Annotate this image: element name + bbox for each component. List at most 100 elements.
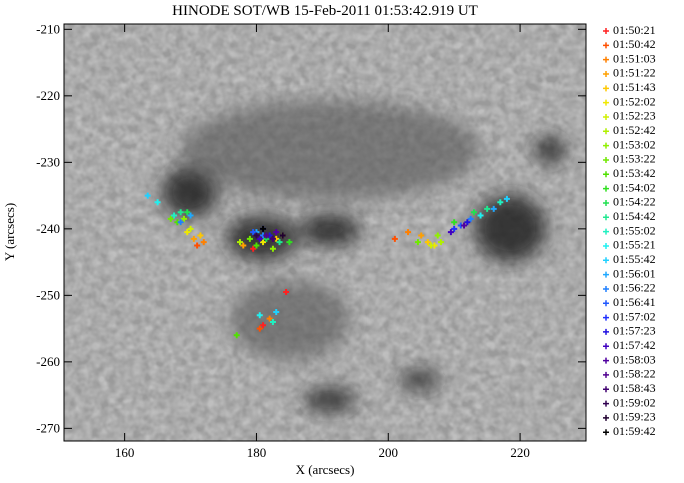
- legend-marker: [603, 357, 609, 364]
- legend-marker: [603, 42, 609, 49]
- legend-label: 01:50:42: [613, 37, 656, 51]
- x-tick-label: 200: [379, 445, 399, 460]
- point: [286, 239, 293, 246]
- legend-label: 01:53:42: [613, 166, 656, 180]
- point: [194, 242, 201, 249]
- y-tick-label: -220: [36, 88, 60, 103]
- point: [391, 235, 398, 242]
- legend-marker: [603, 328, 609, 335]
- point: [177, 219, 184, 226]
- point: [484, 205, 491, 212]
- legend-label: 01:51:22: [613, 66, 656, 80]
- legend-label: 01:53:22: [613, 152, 656, 166]
- legend-marker: [603, 70, 609, 77]
- legend-marker: [603, 85, 609, 92]
- point: [250, 229, 257, 236]
- legend-marker: [603, 314, 609, 321]
- legend-marker: [603, 113, 609, 120]
- legend-marker: [603, 56, 609, 63]
- point: [260, 322, 267, 329]
- point: [461, 222, 468, 229]
- legend-label: 01:55:21: [613, 238, 656, 252]
- point: [177, 209, 184, 216]
- point: [187, 225, 194, 232]
- legend-marker: [603, 199, 609, 206]
- legend-marker: [603, 429, 609, 436]
- legend-marker: [603, 257, 609, 264]
- point: [269, 245, 276, 252]
- legend-label: 01:59:02: [613, 395, 656, 409]
- point: [190, 235, 197, 242]
- point: [236, 239, 243, 246]
- point: [438, 239, 444, 246]
- legend-marker: [603, 214, 609, 221]
- point: [503, 195, 510, 202]
- legend-marker: [603, 242, 609, 249]
- legend-label: 01:58:03: [613, 352, 656, 366]
- solar-image: [64, 24, 586, 441]
- point: [279, 232, 286, 239]
- legend-marker: [603, 300, 609, 307]
- point: [200, 239, 207, 246]
- y-tick-label: -270: [36, 420, 60, 435]
- legend-marker: [603, 414, 609, 421]
- legend-label: 01:59:42: [613, 424, 656, 438]
- legend-marker: [603, 285, 609, 292]
- legend-label: 01:51:03: [613, 51, 656, 65]
- y-axis-label: Y (arcsecs): [2, 203, 17, 261]
- point: [171, 212, 178, 219]
- point: [167, 215, 174, 222]
- legend-marker: [603, 271, 609, 278]
- point: [184, 229, 191, 236]
- legend-label: 01:54:02: [613, 180, 656, 194]
- legend-marker: [603, 99, 609, 106]
- point: [405, 229, 412, 236]
- point: [477, 212, 484, 219]
- point: [266, 315, 273, 322]
- legend-marker: [603, 156, 609, 163]
- point: [273, 229, 280, 236]
- legend-marker: [603, 185, 609, 192]
- y-tick-label: -250: [36, 287, 60, 302]
- x-axis-label: X (arcsecs): [296, 462, 355, 477]
- point: [273, 308, 280, 315]
- point: [418, 232, 425, 239]
- legend-label: 01:57:02: [613, 309, 656, 323]
- point: [470, 209, 477, 216]
- point: [451, 225, 458, 232]
- point: [246, 235, 253, 242]
- point: [253, 232, 260, 239]
- legend-marker: [603, 128, 609, 135]
- point: [260, 239, 267, 246]
- legend-label: 01:56:22: [613, 281, 656, 295]
- point: [447, 229, 454, 236]
- legend-marker: [603, 400, 609, 407]
- y-tick-label: -210: [36, 21, 60, 36]
- point: [414, 239, 421, 246]
- y-tick-label: -240: [36, 221, 60, 236]
- point: [256, 312, 263, 319]
- chart-title: HINODE SOT/WB 15-Feb-2011 01:53:42.919 U…: [172, 3, 478, 19]
- point: [187, 212, 194, 219]
- legend-label: 01:57:23: [613, 324, 656, 338]
- point: [490, 205, 497, 212]
- point: [256, 235, 263, 242]
- x-tick-label: 160: [115, 445, 135, 460]
- legend-marker: [603, 28, 609, 34]
- point: [497, 199, 504, 206]
- point: [428, 242, 435, 249]
- legend-label: 01:57:42: [613, 338, 656, 352]
- legend-marker: [603, 228, 609, 235]
- legend-label: 01:54:22: [613, 195, 656, 209]
- legend-marker: [603, 386, 609, 393]
- point: [434, 232, 441, 239]
- legend-label: 01:55:02: [613, 223, 656, 237]
- x-tick-label: 180: [247, 445, 267, 460]
- point: [269, 318, 276, 325]
- point: [276, 239, 283, 246]
- legend-marker: [603, 142, 609, 149]
- point: [256, 325, 263, 332]
- legend-label: 01:50:21: [613, 23, 656, 37]
- point: [451, 219, 458, 226]
